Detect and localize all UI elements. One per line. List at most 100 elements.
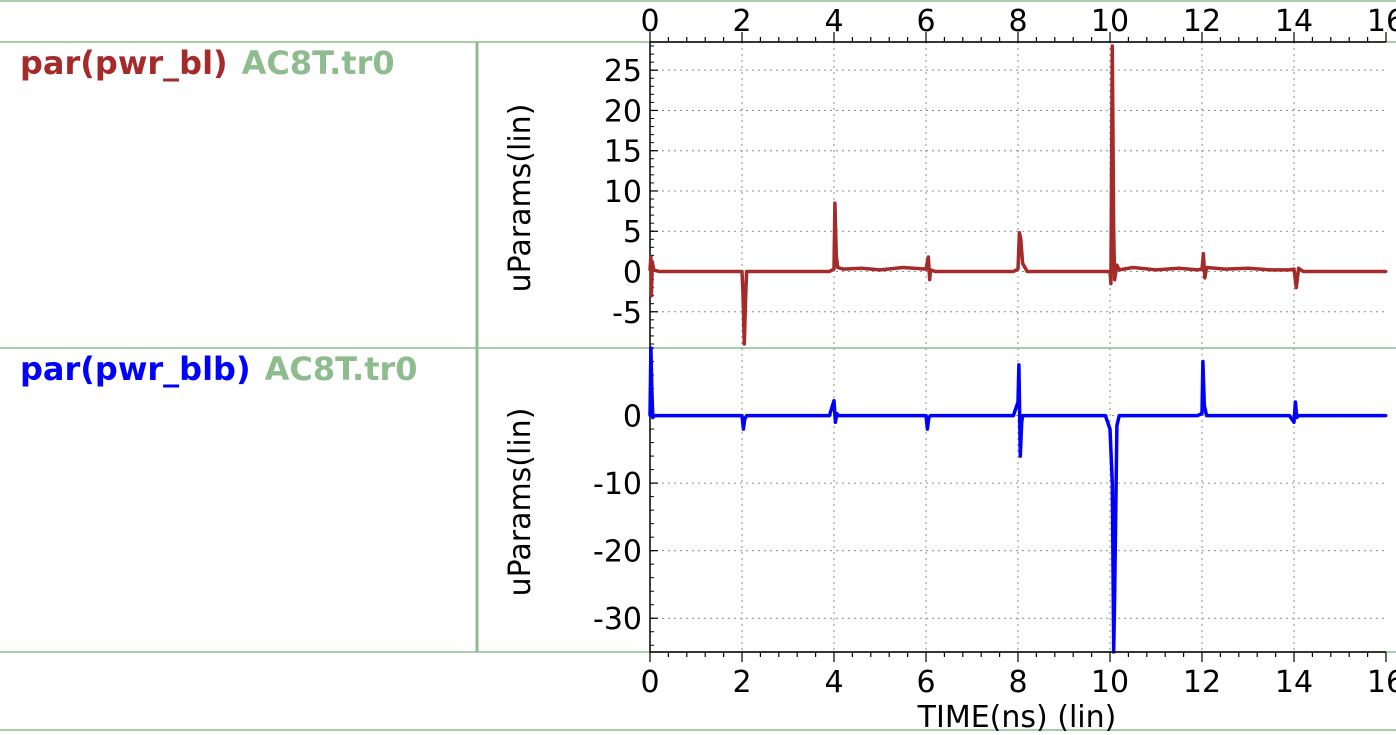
legend-source-name: AC8T.tr0	[241, 44, 395, 82]
data-point	[1011, 270, 1015, 273]
data-point	[649, 346, 653, 350]
data-point	[652, 268, 656, 272]
data-point	[744, 294, 748, 298]
data-point	[1205, 266, 1209, 269]
data-point	[925, 427, 929, 431]
data-point	[1200, 412, 1204, 415]
top-x-tick-label: 6	[916, 4, 935, 39]
data-point	[745, 414, 749, 418]
data-point	[1113, 596, 1117, 600]
y-tick-label: 20	[604, 94, 642, 129]
data-point	[1269, 268, 1273, 272]
data-point	[1338, 270, 1342, 273]
data-point	[648, 414, 652, 418]
data-point	[740, 414, 744, 418]
y-tick-label: -20	[593, 535, 642, 570]
data-point	[1025, 270, 1029, 273]
data-point	[735, 414, 739, 418]
data-point	[650, 387, 654, 390]
bottom-x-tick-label: 12	[1183, 665, 1221, 700]
top-x-tick-label: 12	[1183, 4, 1221, 39]
data-point	[657, 414, 661, 418]
data-point	[832, 399, 836, 403]
bottom-x-tick-label: 0	[640, 665, 659, 700]
data-point	[928, 278, 932, 282]
data-point	[1018, 454, 1022, 458]
y-axis-label: uParams(lin)	[503, 408, 538, 597]
top-x-tick-label: 0	[640, 4, 659, 39]
legend-source-name: AC8T.tr0	[264, 350, 418, 388]
data-point	[1209, 414, 1213, 418]
data-point	[1384, 414, 1388, 418]
data-point	[749, 414, 753, 418]
data-point	[1117, 268, 1121, 272]
bottom-x-tick-label: 6	[916, 665, 935, 700]
data-point	[742, 342, 746, 346]
data-point	[1202, 403, 1206, 407]
data-point	[927, 416, 931, 420]
data-point	[1201, 360, 1205, 363]
top-x-tick-label: 10	[1091, 4, 1129, 39]
data-point	[933, 414, 937, 418]
data-point	[929, 268, 933, 272]
data-point	[1297, 414, 1301, 418]
data-point	[1293, 400, 1297, 404]
data-point	[648, 268, 652, 272]
data-point	[929, 414, 933, 418]
data-point	[827, 414, 831, 418]
y-tick-label: 0	[623, 256, 642, 291]
data-point	[1020, 420, 1024, 424]
data-point	[1154, 268, 1158, 272]
data-point	[649, 294, 653, 298]
data-point	[901, 266, 905, 269]
data-point	[1295, 416, 1299, 420]
data-point	[1021, 414, 1025, 418]
data-point	[834, 253, 838, 257]
data-point	[833, 201, 837, 205]
data-point	[933, 270, 937, 273]
bottom-x-tick-label: 8	[1008, 665, 1027, 700]
data-point	[919, 414, 923, 418]
data-point	[1112, 229, 1116, 233]
data-point	[1292, 420, 1296, 424]
y-tick-label: 10	[604, 175, 642, 210]
data-point	[653, 414, 657, 418]
data-point	[1108, 270, 1112, 273]
data-point	[1205, 414, 1209, 418]
data-point	[926, 255, 930, 259]
top-x-tick-label: 14	[1275, 4, 1313, 39]
data-point	[835, 412, 839, 415]
top-x-tick-label: 16	[1367, 4, 1396, 39]
data-point	[1108, 427, 1112, 431]
data-point	[1203, 276, 1207, 280]
top-x-tick-label: 4	[824, 4, 843, 39]
x-axis-label: TIME(ns) (lin)	[917, 700, 1117, 735]
data-point	[749, 270, 753, 273]
data-point	[878, 268, 882, 272]
data-point	[1085, 270, 1089, 273]
data-point	[833, 420, 837, 424]
data-point	[1017, 231, 1021, 235]
data-point	[1301, 270, 1305, 273]
bottom-x-tick-label: 14	[1275, 665, 1313, 700]
y-tick-label: -5	[612, 296, 642, 331]
data-point	[1109, 282, 1113, 286]
series-line	[648, 346, 1386, 654]
data-point	[832, 267, 836, 271]
data-point	[1287, 414, 1291, 418]
data-point	[1287, 268, 1291, 272]
y-tick-label: 0	[623, 400, 642, 435]
data-point	[1021, 261, 1025, 265]
data-point	[1338, 414, 1342, 418]
data-point	[649, 255, 653, 259]
y-tick-label: 25	[604, 54, 642, 89]
legend-pwr-bl[interactable]: par(pwr_bl) AC8T.tr0	[20, 44, 395, 82]
y-tick-label: 5	[623, 215, 642, 250]
top-x-tick-label: 8	[1008, 4, 1027, 39]
legend-pwr-blb[interactable]: par(pwr_blb) AC8T.tr0	[20, 350, 418, 388]
data-point	[717, 270, 721, 273]
data-point	[1294, 286, 1298, 290]
data-point	[1201, 252, 1205, 256]
data-point	[1115, 424, 1119, 428]
